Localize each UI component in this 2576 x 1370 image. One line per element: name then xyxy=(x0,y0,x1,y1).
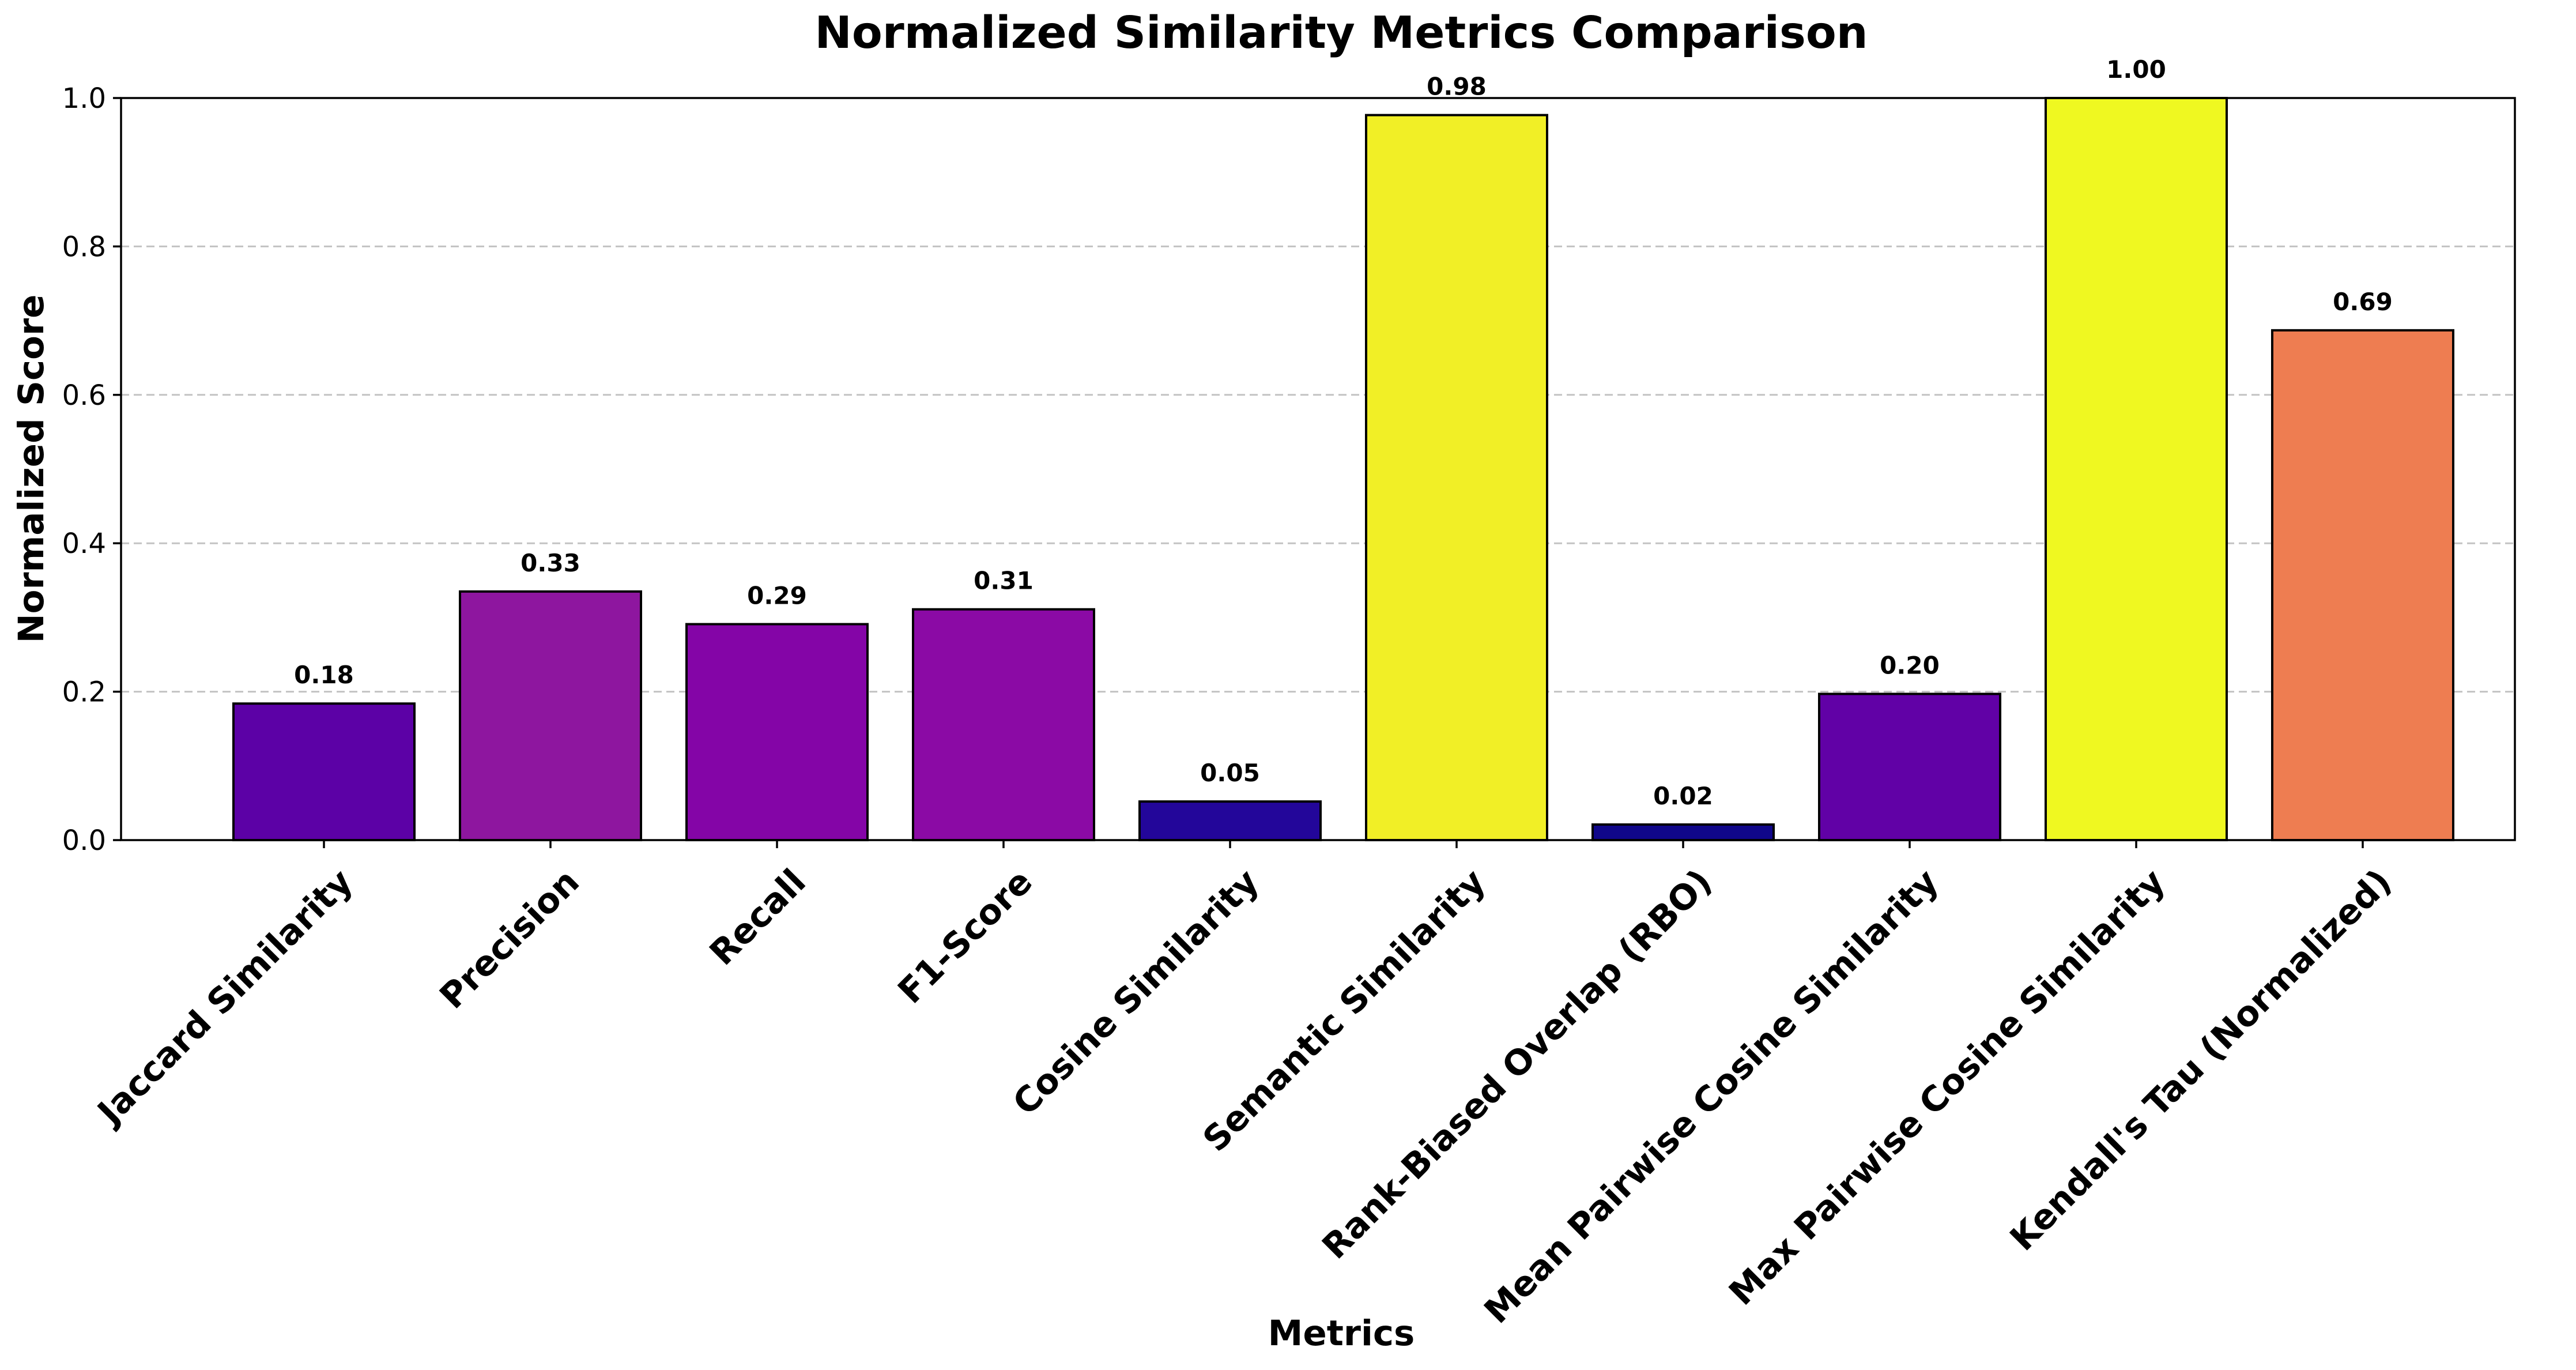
bar xyxy=(2271,329,2454,841)
y-tick-label: 0.8 xyxy=(62,231,106,263)
bar-value-label: 0.02 xyxy=(1653,782,1713,810)
bar xyxy=(685,623,869,842)
y-tick-label: 0.6 xyxy=(62,379,106,412)
bar-value-label: 0.05 xyxy=(1200,759,1260,787)
x-axis: Jaccard Similarity Precision Recall F1-Scor… xyxy=(89,840,2400,1331)
bar-value-label: 0.33 xyxy=(521,549,580,577)
bar-value-label: 0.18 xyxy=(294,661,354,689)
y-axis-label: Normalized Score xyxy=(11,295,52,643)
x-tick-label: Jaccard Similarity xyxy=(89,861,361,1134)
bar xyxy=(1591,823,1775,842)
bar xyxy=(912,608,1095,842)
bar-value-label: 0.29 xyxy=(747,581,807,609)
bar-value-label: 0.31 xyxy=(974,567,1034,595)
x-tick-label: F1-Score xyxy=(891,861,1040,1011)
bar xyxy=(459,590,642,841)
bar-value-label: 1.00 xyxy=(2106,55,2166,84)
bar xyxy=(1365,114,1548,842)
chart-title: Normalized Similarity Metrics Comparison xyxy=(814,7,1868,59)
x-tick-label: Precision xyxy=(432,861,587,1017)
bar xyxy=(1818,692,2001,842)
x-tick-label: Max Pairwise Cosine Similarity xyxy=(1721,861,2173,1313)
bars: 0.18 0.33 0.29 0.31 0.05 0.98 0.02 0.20 1.00 0.69 xyxy=(232,55,2454,842)
bar xyxy=(2045,97,2228,841)
x-tick-label: Recall xyxy=(702,861,814,973)
bar xyxy=(1138,800,1322,842)
y-tick-label: 0.4 xyxy=(62,528,106,560)
plot-frame xyxy=(120,97,2516,841)
x-tick-label: Kendall's Tau (Normalized) xyxy=(2002,861,2400,1259)
bar-value-label: 0.20 xyxy=(1880,651,1940,679)
x-axis-label: Metrics xyxy=(1268,1313,1415,1354)
bar-value-label: 0.69 xyxy=(2333,288,2393,316)
y-tick-label: 0.2 xyxy=(62,676,106,709)
y-axis: 0.0 0.2 0.4 0.6 0.8 1.0 xyxy=(62,82,121,857)
x-tick-label: Mean Pairwise Cosine Similarity xyxy=(1477,861,1947,1331)
y-tick-label: 0.0 xyxy=(62,825,106,857)
y-tick-label: 1.0 xyxy=(62,82,106,115)
x-tick-label: Rank-Biased Overlap (RBO) xyxy=(1315,861,1720,1267)
bar xyxy=(232,702,416,842)
x-tick-label: Cosine Similarity xyxy=(1005,861,1267,1123)
bar-value-label: 0.98 xyxy=(1427,73,1487,101)
